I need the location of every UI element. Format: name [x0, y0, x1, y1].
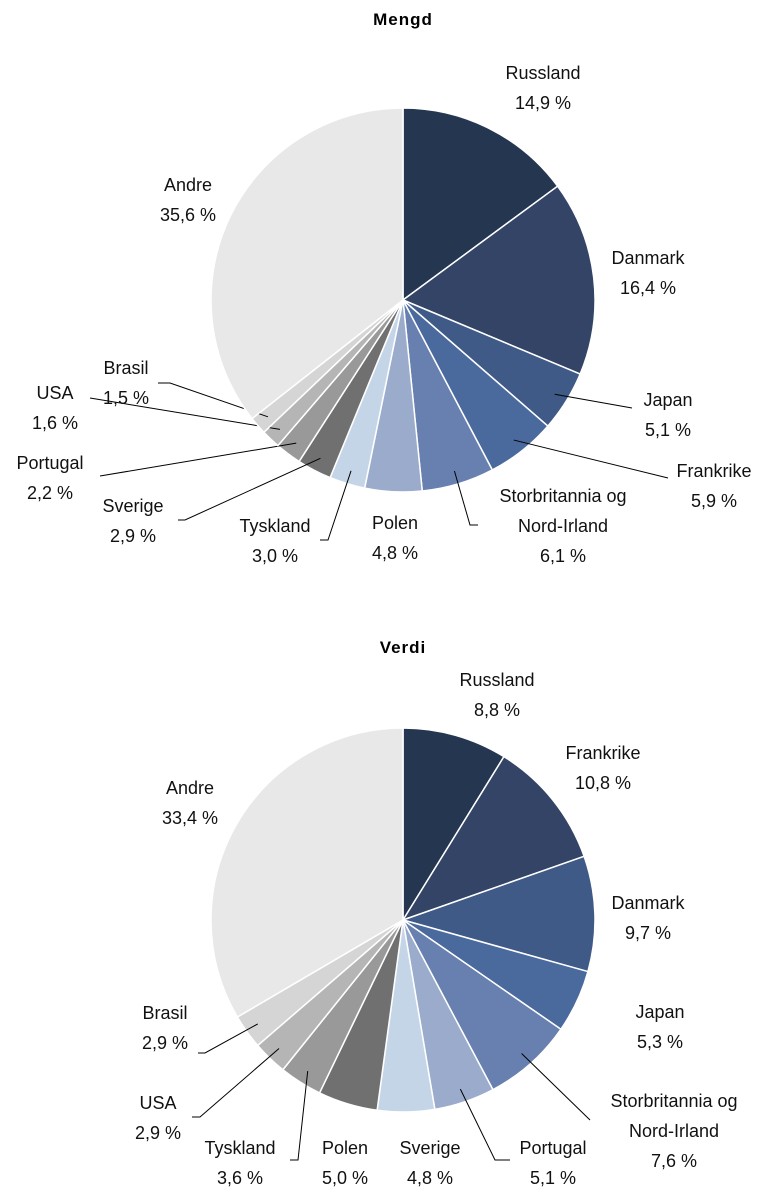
category-label: Andre	[163, 175, 213, 195]
slice-label: Danmark 16,4 %	[611, 243, 684, 303]
slice-label: Tyskland 3,0 %	[239, 511, 310, 571]
category-label: Danmark	[611, 893, 685, 913]
leader-line	[554, 393, 633, 409]
value-label: 16,4 %	[619, 278, 677, 298]
leader-line	[290, 1070, 309, 1161]
slice-label: Brasil 2,9 %	[142, 998, 188, 1058]
leader-line	[178, 457, 321, 521]
value-label: 7,6 %	[650, 1151, 698, 1171]
value-label: 1,5 %	[102, 388, 150, 408]
leader-line	[459, 1088, 510, 1161]
chart-title: Mengd	[373, 10, 433, 29]
category-label: Storbritannia og Nord-Irland	[610, 1091, 738, 1141]
category-label: Polen	[371, 513, 419, 533]
category-label: Brasil	[103, 358, 149, 378]
category-label: Japan	[635, 1002, 685, 1022]
value-label: 10,8 %	[574, 773, 632, 793]
value-label: 33,4 %	[161, 808, 219, 828]
slice-label: Andre 33,4 %	[162, 773, 218, 833]
category-label: Brasil	[142, 1003, 188, 1023]
slice-label: Storbritannia og Nord-Irland 6,1 %	[493, 481, 633, 571]
category-label: Portugal	[16, 453, 84, 473]
category-label: Frankrike	[565, 743, 641, 763]
value-label: 3,0 %	[251, 546, 299, 566]
slice-label: Danmark 9,7 %	[611, 888, 684, 948]
pie-slice	[402, 107, 559, 302]
leader-line	[198, 1023, 259, 1054]
category-label: Portugal	[519, 1138, 587, 1158]
leader-line	[513, 439, 669, 479]
slice-label: Tyskland 3,6 %	[204, 1133, 275, 1193]
value-label: 35,6 %	[159, 205, 217, 225]
slice-label: Sverige 2,9 %	[102, 491, 163, 551]
category-label: Sverige	[399, 1138, 461, 1158]
leader-line	[192, 1048, 280, 1118]
pie-slice	[210, 107, 404, 420]
pie-slice	[401, 185, 596, 376]
value-label: 6,1 %	[539, 546, 587, 566]
category-label: Polen	[321, 1138, 369, 1158]
leader-line	[521, 1053, 591, 1121]
slice-label: Storbritannia og Nord-Irland 7,6 %	[604, 1086, 744, 1176]
slice-label: Polen 4,8 %	[372, 508, 418, 568]
value-label: 5,0 %	[321, 1168, 369, 1188]
slice-label: Sverige 4,8 %	[399, 1133, 460, 1193]
value-label: 1,6 %	[31, 413, 79, 433]
slice-label: Russland 8,8 %	[459, 665, 534, 725]
value-label: 9,7 %	[624, 923, 672, 943]
slice-label: Japan 5,3 %	[635, 997, 684, 1057]
pie-slice	[402, 727, 505, 923]
value-label: 2,9 %	[109, 526, 157, 546]
value-label: 8,8 %	[473, 700, 521, 720]
slice-label: Andre 35,6 %	[160, 170, 216, 230]
value-label: 2,9 %	[141, 1033, 189, 1053]
value-label: 5,3 %	[636, 1032, 684, 1052]
value-label: 5,1 %	[644, 420, 692, 440]
value-label: 2,2 %	[26, 483, 74, 503]
slice-label: Russland 14,9 %	[505, 58, 580, 118]
category-label: USA	[139, 1093, 177, 1113]
category-label: Frankrike	[676, 461, 752, 481]
chart-title: Verdi	[379, 638, 427, 657]
slice-label: USA 1,6 %	[32, 378, 78, 438]
category-label: Japan	[643, 390, 693, 410]
category-label: Tyskland	[204, 1138, 276, 1158]
slice-label: Frankrike 10,8 %	[565, 738, 640, 798]
category-label: Tyskland	[239, 516, 311, 536]
leader-line	[320, 470, 352, 541]
value-label: 5,9 %	[690, 491, 738, 511]
category-label: USA	[36, 383, 74, 403]
slice-label: Portugal 2,2 %	[16, 448, 83, 508]
leader-line	[453, 470, 478, 526]
slice-label: USA 2,9 %	[135, 1088, 181, 1148]
leader-line	[99, 442, 297, 477]
slice-label: Frankrike 5,9 %	[676, 456, 751, 516]
leader-line	[158, 382, 269, 418]
value-label: 4,8 %	[371, 543, 419, 563]
slice-label: Brasil 1,5 %	[103, 353, 149, 413]
leader-line	[89, 397, 281, 430]
category-label: Danmark	[611, 248, 685, 268]
value-label: 3,6 %	[216, 1168, 264, 1188]
pie-slice	[210, 727, 404, 1019]
slice-label: Portugal 5,1 %	[519, 1133, 586, 1193]
category-label: Sverige	[102, 496, 164, 516]
category-label: Storbritannia og Nord-Irland	[499, 486, 627, 536]
pie-slice	[400, 855, 596, 973]
category-label: Andre	[165, 778, 215, 798]
value-label: 2,9 %	[134, 1123, 182, 1143]
category-label: Russland	[459, 670, 535, 690]
value-label: 14,9 %	[514, 93, 572, 113]
value-label: 5,1 %	[529, 1168, 577, 1188]
category-label: Russland	[505, 63, 581, 83]
slice-label: Polen 5,0 %	[322, 1133, 368, 1193]
slice-label: Japan 5,1 %	[643, 385, 692, 445]
value-label: 4,8 %	[406, 1168, 454, 1188]
pie-slice	[401, 755, 586, 922]
